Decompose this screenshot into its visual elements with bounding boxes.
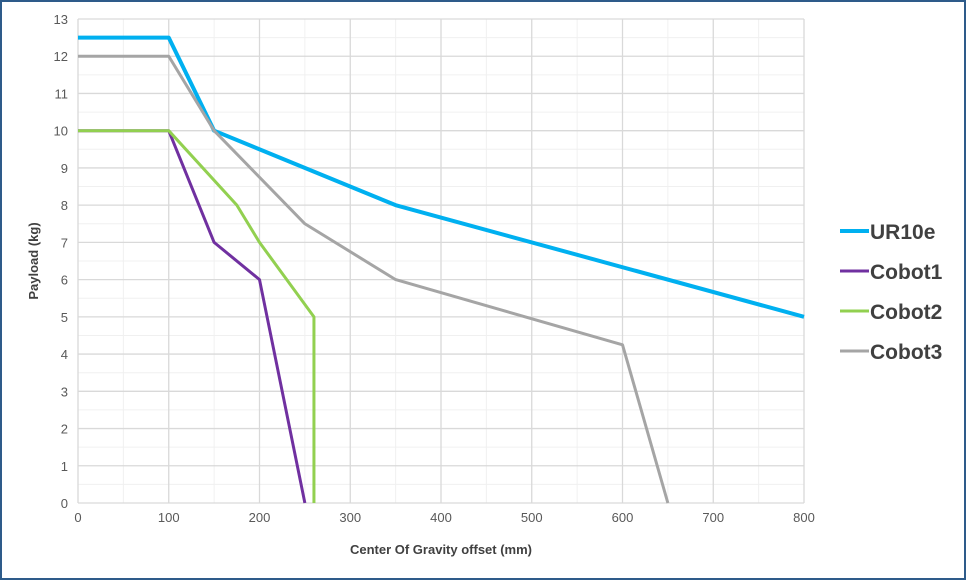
y-tick-label: 10 [54,124,68,139]
y-tick-label: 12 [54,49,68,64]
series-line-cobot2 [78,129,316,503]
x-axis-title: Center Of Gravity offset (mm) [350,542,532,557]
y-tick-label: 1 [61,459,68,474]
x-tick-label: 0 [74,510,81,525]
x-tick-label: 800 [793,510,815,525]
tick-labels: 0 100 200 300 400 500 600 700 800012345678910111… [54,12,815,525]
legend-label-cobot2: Cobot2 [870,301,942,324]
legend-label-cobot3: Cobot3 [870,341,942,364]
series-lines [78,35,805,504]
x-tick-label: 200 [249,510,271,525]
y-tick-label: 2 [61,422,68,437]
y-tick-label: 6 [61,273,68,288]
y-tick-label: 13 [54,12,68,27]
grid [77,18,805,504]
y-tick-label: 5 [61,310,68,325]
x-tick-label: 500 [521,510,543,525]
legend-label-cobot1: Cobot1 [870,261,943,284]
series-line-cobot3 [78,54,670,504]
x-tick-label: 400 [430,510,452,525]
y-tick-label: 7 [61,235,68,250]
legend-label-ur10e: UR10e [870,221,935,244]
x-tick-label: 100 [158,510,180,525]
y-axis-title: Payload (kg) [26,222,41,299]
y-tick-label: 4 [61,347,68,362]
x-tick-label: 600 [612,510,634,525]
y-tick-label: 9 [61,161,68,176]
legend: UR10e Cobot1 Cobot2 Cobot3 [840,221,943,364]
x-tick-label: 700 [702,510,724,525]
y-tick-label: 0 [61,496,68,511]
y-tick-label: 8 [61,198,68,213]
x-tick-label: 300 [339,510,361,525]
y-tick-label: 3 [61,384,68,399]
y-tick-label: 11 [55,86,69,101]
